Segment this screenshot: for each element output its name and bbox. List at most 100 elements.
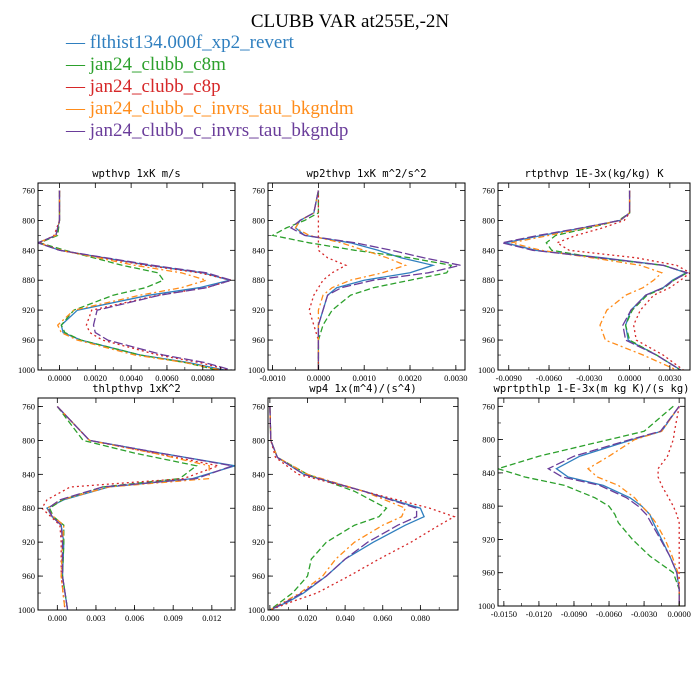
y-tick-label: 880 [22,503,35,513]
figure-title: CLUBB VAR at255E,-2N [251,11,450,32]
y-tick-label: 960 [22,571,35,581]
series-line-jan24-clubb-c8p [41,406,221,610]
legend-entry-jan24-clubb-c8p: — jan24_clubb_c8p [65,76,221,97]
plot-frame [37,397,236,611]
panel-title: rtpthvp 1E-3x(kg/kg) K [524,168,664,180]
y-tick-label: 840 [22,245,35,255]
panel-rtpthvp: rtpthvp 1E-3x(kg/kg) K 760 800 840 880 920 960… [478,168,691,383]
y-tick-label: 920 [22,305,35,315]
series-line-jan24-clubb-c-invrs-tau-bkgndp [38,190,234,370]
series-line-jan24-clubb-c-invrs-tau-bkgndm [294,190,408,370]
series-line-jan24-clubb-c-invrs-tau-bkgndp [501,190,689,370]
x-tick-label: 0.000 [260,613,279,623]
y-tick-label: 1000 [18,365,35,375]
x-tick-label: 0.020 [298,613,317,623]
series-line-flthist134-000f-xp2-revert [555,405,680,606]
y-tick-label: 960 [482,568,495,578]
panels: wpthvp 1xK m/s76080084088092096010000.00… [18,168,691,623]
legend-entry-jan24-clubb-c-invrs-tau-bkgndm: — jan24_clubb_c_invrs_tau_bkgndm [65,98,354,119]
legend-entry-jan24-clubb-c8m: — jan24_clubb_c8m [65,54,226,75]
series-line-jan24-clubb-c8p [269,406,456,610]
series-line-jan24-clubb-c8m [545,190,689,370]
x-tick-label: -0.0120 [526,609,552,619]
panel-title: wpthvp 1xK m/s [92,168,181,180]
y-tick-label: 800 [252,435,265,445]
y-tick-label: 760 [252,185,265,195]
x-tick-label: 0.0030 [658,373,681,383]
y-tick-label: 920 [482,305,495,315]
y-tick-label: 840 [482,245,495,255]
y-tick-label: 920 [252,537,265,547]
x-tick-label: 0.060 [373,613,392,623]
panel-thlpthvp: thlpthvp 1xK^2 760 800 840 880 920 960 1000 0.00… [18,383,236,623]
x-tick-label: 0.040 [336,613,355,623]
x-tick-label: 0.009 [164,613,183,623]
y-tick-label: 1000 [478,365,495,375]
series-line-jan24-clubb-c-invrs-tau-bkgndm [586,405,680,606]
legend-label: — jan24_clubb_c_invrs_tau_bkgndp [65,120,348,141]
legend: — flthist134.000f_xp2_revert— jan24_club… [65,32,354,141]
x-tick-label: 0.0000 [618,373,641,383]
y-tick-label: 920 [482,534,495,544]
y-tick-label: 1000 [248,605,265,615]
legend-entry-jan24-clubb-c-invrs-tau-bkgndp: — jan24_clubb_c_invrs_tau_bkgndp [65,120,348,141]
y-tick-label: 1000 [248,365,265,375]
y-tick-label: 840 [252,469,265,479]
series-line-jan24-clubb-c-invrs-tau-bkgndm [269,406,407,610]
legend-label: — flthist134.000f_xp2_revert [65,32,295,53]
series-line-jan24-clubb-c-invrs-tau-bkgndm [46,406,210,610]
series-line-jan24-clubb-c-invrs-tau-bkgndm [38,190,221,370]
y-tick-label: 960 [482,335,495,345]
series-line-jan24-clubb-c8m [498,405,680,606]
series-line-jan24-clubb-c8p [555,190,690,370]
x-tick-label: 0.0000 [667,609,690,619]
x-tick-label: 0.080 [411,613,430,623]
x-tick-label: -0.0060 [596,609,622,619]
legend-label: — jan24_clubb_c8p [65,76,221,97]
panel-title: wprtpthlp 1-E-3x(m kg K)/(s kg) [494,383,690,395]
x-tick-label: -0.0090 [561,609,587,619]
series-line-flthist134-000f-xp2-revert [46,406,235,610]
y-tick-label: 800 [22,435,35,445]
series-line-jan24-clubb-c-invrs-tau-bkgndp [546,405,680,606]
x-tick-label: 0.0040 [119,373,142,383]
series-line-jan24-clubb-c8m [38,190,218,370]
legend-label: — jan24_clubb_c_invrs_tau_bkgndm [65,98,354,119]
panel-title: wp2thvp 1xK m^2/s^2 [306,168,426,180]
series-line-jan24-clubb-c-invrs-tau-bkgndp [289,190,461,370]
legend-entry-flthist134-000f-xp2-revert: — flthist134.000f_xp2_revert [65,32,295,53]
plot-frame [37,182,236,371]
panel-wpthvp: wpthvp 1xK m/s 760 800 840 880 920 960 1000 0.00… [18,168,236,383]
plot-frame [497,182,691,371]
y-tick-label: 800 [482,215,495,225]
y-tick-label: 760 [252,401,265,411]
series-line-flthist134-000f-xp2-revert [38,190,233,370]
x-tick-label: 0.003 [86,613,105,623]
y-tick-label: 760 [482,401,495,411]
y-tick-label: 880 [252,503,265,513]
series-line-flthist134-000f-xp2-revert [269,406,425,610]
y-tick-label: 800 [22,215,35,225]
series-line-jan24-clubb-c8m [48,406,198,610]
x-tick-label: 0.0020 [84,373,107,383]
series-line-jan24-clubb-c8m [269,406,388,610]
x-tick-label: 0.0000 [48,373,71,383]
y-tick-label: 920 [22,537,35,547]
x-tick-label: -0.0150 [491,609,517,619]
y-tick-label: 1000 [18,605,35,615]
y-tick-label: 840 [22,469,35,479]
y-tick-label: 1000 [478,601,495,611]
y-tick-label: 880 [482,275,495,285]
series-line-jan24-clubb-c-invrs-tau-bkgndp [47,406,235,610]
x-tick-label: 0.006 [125,613,144,623]
x-tick-label: 0.0080 [191,373,214,383]
panel-title: wp4 1x(m^4)/(s^4) [309,383,416,395]
y-tick-label: 760 [482,185,495,195]
x-tick-label: -0.0090 [496,373,522,383]
series-line-jan24-clubb-c-invrs-tau-bkgndm [511,190,677,370]
panel-wp4: wp4 1x(m^4)/(s^4)76080084088092096010000… [248,383,459,623]
plot-frame [267,397,459,611]
y-tick-label: 960 [252,571,265,581]
x-tick-label: 0.0000 [307,373,330,383]
